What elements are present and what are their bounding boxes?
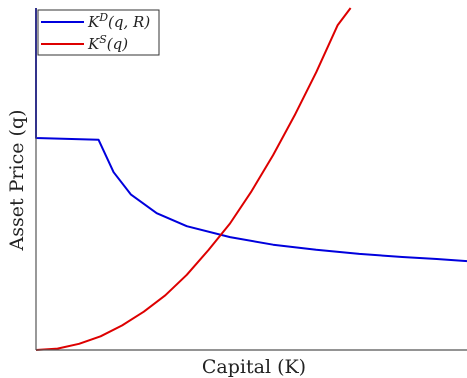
supply-curve	[35, 7, 352, 351]
legend: KD(q, R)KS(q)	[37, 9, 160, 56]
curves-group	[35, 7, 467, 351]
y-axis-label: Asset Price (q)	[6, 110, 28, 252]
x-axis-label: Capital (K)	[202, 356, 306, 378]
legend-label-1: KD(q, R)	[87, 11, 150, 31]
legend-items: KD(q, R)KS(q)	[41, 11, 150, 53]
axes	[35, 8, 467, 351]
legend-label-2: KS(q)	[87, 33, 128, 53]
demand-curve	[35, 8, 467, 263]
legend-box	[37, 9, 160, 56]
